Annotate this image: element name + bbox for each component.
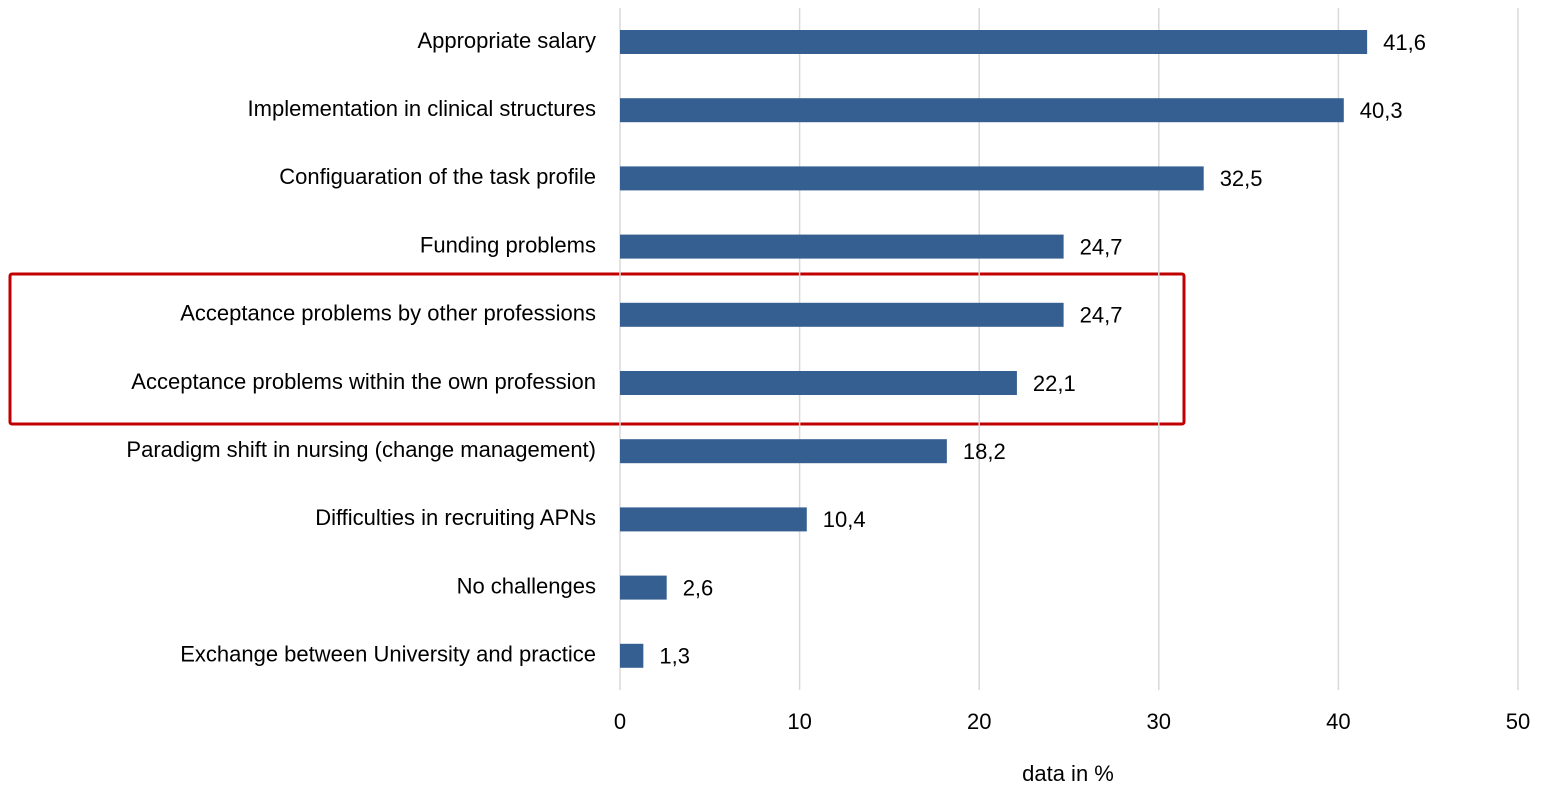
bar — [620, 234, 1064, 259]
x-tick-label: 20 — [967, 709, 991, 734]
y-tick-label: Paradigm shift in nursing (change manage… — [126, 437, 596, 462]
bar — [620, 575, 667, 600]
x-tick-label: 0 — [614, 709, 626, 734]
y-tick-label: Acceptance problems within the own profe… — [131, 369, 596, 394]
bar — [620, 643, 644, 668]
data-label: 24,7 — [1080, 303, 1123, 328]
y-tick-label: No challenges — [457, 573, 596, 598]
data-label: 32,5 — [1220, 166, 1263, 191]
highlight-box — [8, 272, 1186, 426]
bar — [620, 166, 1204, 191]
y-tick-label: Implementation in clinical structures — [248, 96, 596, 121]
y-tick-label: Acceptance problems by other professions — [180, 301, 596, 326]
y-tick-label: Funding problems — [420, 232, 596, 257]
y-tick-label: Exchange between University and practice — [180, 642, 596, 667]
x-tick-label: 10 — [787, 709, 811, 734]
y-tick-label: Configuaration of the task profile — [279, 164, 596, 189]
data-label: 24,7 — [1080, 234, 1123, 259]
data-label: 22,1 — [1033, 371, 1076, 396]
bar — [620, 30, 1368, 54]
data-label: 2,6 — [683, 575, 714, 600]
y-tick-label: Difficulties in recruiting APNs — [315, 505, 596, 530]
data-label: 41,6 — [1383, 30, 1426, 55]
y-tick-label: Appropriate salary — [417, 28, 596, 53]
bar — [620, 439, 947, 464]
bar — [620, 371, 1017, 395]
x-tick-label: 40 — [1326, 709, 1350, 734]
bar — [620, 302, 1064, 327]
bar — [620, 98, 1344, 123]
bar — [620, 507, 807, 532]
data-label: 10,4 — [823, 507, 866, 532]
x-tick-label: 50 — [1506, 709, 1530, 734]
data-label: 1,3 — [659, 644, 690, 669]
data-label: 18,2 — [963, 439, 1006, 464]
data-label: 40,3 — [1360, 98, 1403, 123]
x-axis-label: data in % — [1022, 761, 1114, 786]
x-tick-label: 30 — [1147, 709, 1171, 734]
